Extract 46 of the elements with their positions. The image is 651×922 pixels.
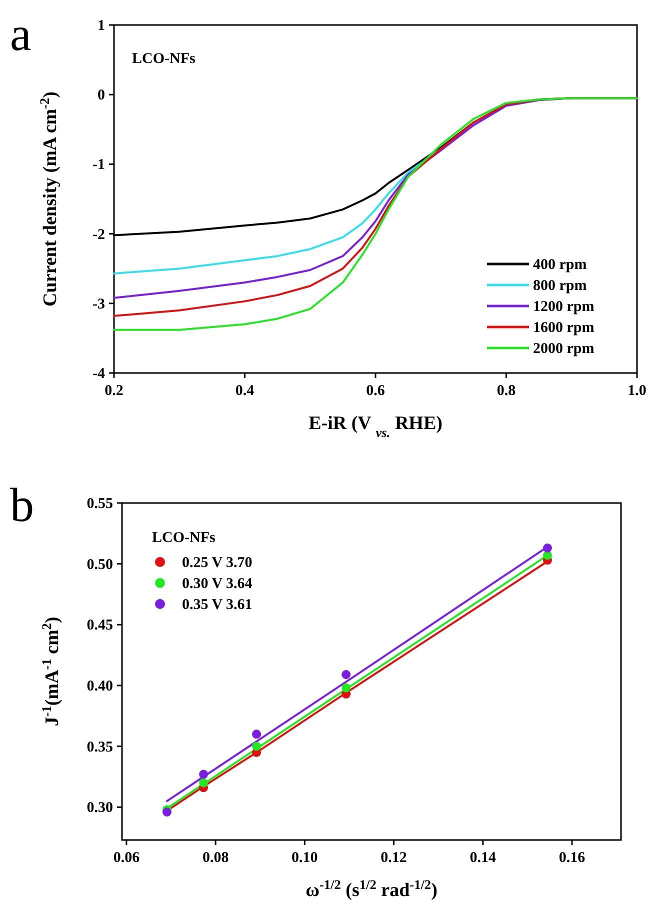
- text: a: [10, 8, 32, 61]
- y-tick-label: 0.55: [86, 496, 113, 512]
- point: [542, 544, 552, 553]
- line-series: [113, 122, 475, 274]
- y-tick-label: 0.45: [86, 618, 113, 634]
- point: [162, 808, 172, 817]
- y-tick-label: 0.30: [86, 800, 113, 816]
- legend-title: LCO-NFs: [152, 530, 216, 546]
- point: [342, 683, 351, 692]
- x-tick-label: 0.16: [558, 850, 586, 866]
- y-tick-label: 0: [98, 88, 105, 104]
- legend-label: 800 rpm: [533, 278, 588, 294]
- legend-label: 2000 rpm: [533, 341, 595, 357]
- x-tick-label: 0.08: [202, 850, 229, 866]
- legend-label: 400 rpm: [533, 257, 588, 273]
- point: [252, 730, 262, 739]
- x-tick-label: 1.0: [628, 383, 646, 399]
- legend-label: 1600 rpm: [533, 320, 595, 336]
- x-tick-label: 0.14: [470, 850, 497, 866]
- annotation: LCO-NFs: [132, 51, 196, 67]
- legend-label: 0.35 V 3.61: [182, 597, 252, 613]
- legend-label: 1200 rpm: [533, 299, 595, 315]
- y-tick-label: -1: [92, 157, 105, 174]
- y-tick-label: -3: [92, 296, 105, 312]
- x-axis-title: ω$^{-1/2}$ (s$^{1/2}$ rad$^{-1/2}$): [306, 876, 438, 901]
- x-axis-title: E-iR (V $_{vs.}$ RHE): [308, 413, 442, 440]
- y-tick-label: -4: [92, 366, 106, 382]
- x-tick-label: 0.12: [380, 850, 407, 866]
- x-tick-label: 0.2: [104, 383, 124, 399]
- point: [199, 778, 208, 788]
- x-tick-label: 0.6: [366, 383, 386, 399]
- y-tick-label: 0.50: [86, 556, 113, 573]
- x-tick-label: 0.06: [113, 850, 140, 866]
- x-tick-label: 0.4: [235, 383, 255, 399]
- legend-label: 0.25 V 3.70: [182, 555, 252, 571]
- point: [342, 670, 351, 680]
- y-tick-label: 0.35: [86, 739, 113, 756]
- point: [252, 742, 262, 751]
- y-tick-label: -2: [92, 226, 105, 243]
- x-tick-label: 0.8: [496, 383, 516, 399]
- y-tick-label: 0.40: [86, 678, 113, 694]
- text: b: [10, 479, 34, 532]
- y-tick-label: 1: [98, 18, 105, 34]
- legend-label: 0.30 V 3.64: [182, 576, 253, 592]
- x-tick-label: 0.10: [292, 850, 318, 866]
- point: [199, 770, 208, 779]
